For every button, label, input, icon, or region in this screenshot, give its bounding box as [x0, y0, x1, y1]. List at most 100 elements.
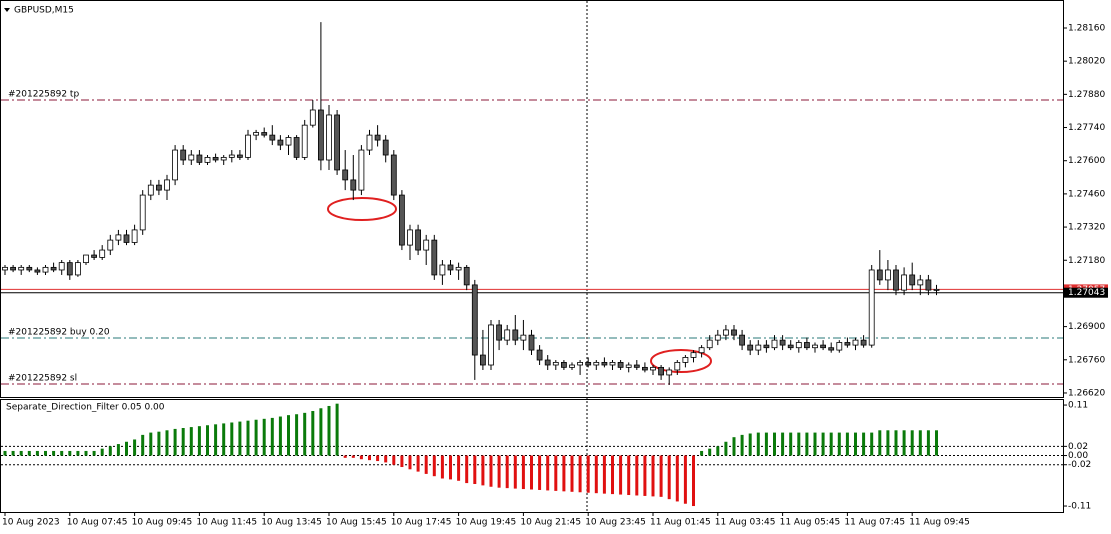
order-label: #201225892 sl: [8, 373, 77, 383]
histogram-bar: [376, 455, 380, 462]
histogram-bar: [692, 455, 695, 507]
candle-body: [139, 194, 146, 231]
candle-body: [83, 254, 89, 264]
candle-body: [334, 114, 341, 171]
histogram-bar: [837, 432, 841, 456]
histogram-bar: [457, 455, 461, 481]
y-tick-label: 1.27180: [1068, 256, 1105, 266]
histogram-bar: [327, 405, 331, 456]
order-label: #201225892 buy 0.20: [8, 327, 110, 337]
candle-body: [479, 354, 486, 366]
x-tick-label: 11 Aug 01:45: [650, 518, 711, 528]
histogram-bar: [643, 455, 647, 496]
histogram-bar: [165, 430, 169, 456]
y-tick-label: -0.11: [1068, 502, 1091, 512]
histogram-bar: [570, 455, 574, 492]
candle-body: [731, 329, 737, 336]
candle-body: [75, 262, 81, 276]
candle-body: [617, 361, 624, 368]
x-tick-label: 11 Aug 07:45: [844, 518, 905, 528]
candle-body: [99, 249, 106, 258]
candle-body: [585, 361, 592, 366]
x-tick-label: 10 Aug 2023: [2, 518, 60, 528]
histogram-bar: [108, 446, 112, 456]
candle-body: [763, 344, 770, 349]
candle-body: [42, 266, 49, 273]
histogram-bar: [222, 423, 226, 456]
candle-body: [245, 134, 251, 158]
y-tick-label: 1.26900: [1068, 322, 1105, 332]
candle-body: [326, 114, 332, 161]
candle-body: [309, 109, 316, 126]
candle-body: [180, 149, 187, 161]
histogram-bar: [902, 430, 906, 456]
histogram-bar: [335, 403, 339, 456]
y-tick-label: 1.27740: [1068, 123, 1105, 133]
histogram-bar: [554, 455, 558, 491]
candle-body: [34, 269, 41, 273]
candle-body: [471, 284, 478, 356]
candle-body: [520, 334, 527, 341]
histogram-bar: [392, 455, 396, 465]
candle-body: [382, 139, 389, 156]
candle-body: [755, 344, 762, 351]
histogram-bar: [546, 455, 550, 491]
candle-body: [642, 366, 648, 371]
candle-body: [714, 334, 721, 341]
main-frame: [0, 0, 1064, 398]
candle-body: [885, 269, 891, 281]
histogram-bar: [659, 455, 663, 497]
histogram-bar: [797, 432, 801, 456]
histogram-bar: [886, 430, 890, 456]
histogram-bar: [465, 455, 469, 484]
price-label: 1.27043: [1068, 288, 1105, 298]
candle-body: [577, 361, 583, 366]
histogram-bar: [400, 455, 404, 468]
histogram-bar: [473, 455, 477, 484]
chart-title: GBPUSD,M15: [14, 6, 74, 16]
histogram-bar: [76, 450, 80, 456]
histogram-bar: [44, 450, 47, 456]
candle-body: [204, 156, 211, 163]
candle-body: [431, 239, 438, 276]
candle-body: [804, 342, 810, 349]
y-tick-label: 1.27460: [1068, 189, 1105, 199]
candle-body: [10, 266, 17, 271]
candle-body: [771, 339, 778, 349]
histogram-bar: [141, 434, 145, 456]
candle-body: [455, 266, 462, 271]
candle-body: [123, 234, 130, 243]
y-tick-label: 1.27320: [1068, 223, 1105, 233]
candle-body: [277, 139, 284, 146]
histogram-bar: [845, 432, 849, 456]
candle-body: [690, 352, 697, 358]
candle-body: [682, 357, 689, 363]
histogram-bar: [125, 441, 128, 456]
histogram-bar: [100, 448, 104, 456]
highlight-ellipse: [327, 197, 397, 221]
histogram-bar: [854, 432, 857, 456]
candle-body: [317, 109, 324, 161]
candle-body: [407, 229, 413, 246]
histogram-bar: [878, 430, 882, 456]
histogram-bar: [35, 450, 39, 456]
candle-body: [155, 184, 162, 191]
histogram-bar: [262, 418, 266, 456]
histogram-bar: [497, 455, 501, 488]
candle-body: [293, 137, 300, 158]
candle-body: [58, 262, 65, 271]
histogram-bar: [432, 455, 436, 477]
histogram-bar: [384, 455, 388, 463]
histogram-bar: [862, 432, 866, 456]
histogram-bar: [829, 432, 833, 456]
x-tick-label: 10 Aug 23:45: [585, 518, 646, 528]
histogram-bar: [311, 411, 315, 456]
candle-body: [26, 266, 33, 271]
candle-body: [374, 134, 381, 141]
candle-body: [463, 266, 470, 286]
histogram-bar: [538, 455, 542, 490]
candle-body: [828, 347, 835, 351]
histogram-bar: [773, 432, 776, 456]
histogram-bar: [894, 430, 898, 456]
candle-body: [147, 184, 154, 196]
